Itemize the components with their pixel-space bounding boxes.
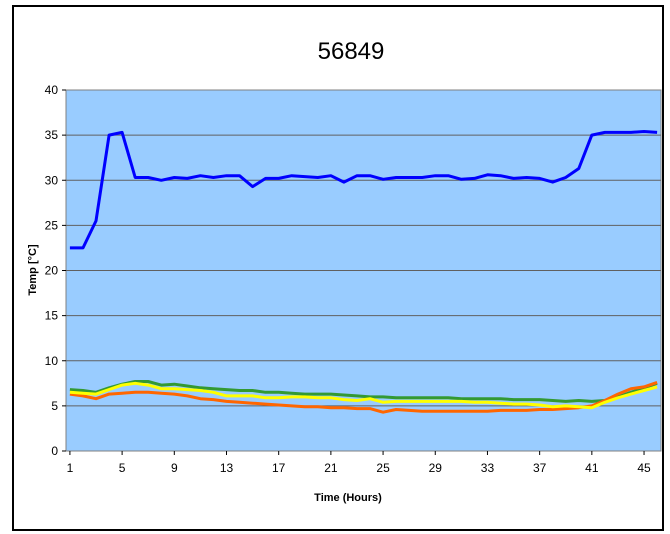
x-axis-ticks: 1 5 9 13 17 21 25 29 33 37 41 45 [67,451,651,475]
x-tick-label: 9 [171,461,178,475]
y-tick-label: 30 [45,173,59,187]
series-line-2 [69,380,658,403]
y-tick-label: 15 [45,309,59,323]
x-tick-label: 29 [429,461,443,475]
x-tick-label: 21 [324,461,338,475]
x-axis-title: Time (Hours) [314,492,382,504]
x-tick-label: 13 [220,461,234,475]
y-axis-title: Temp [°C] [27,244,39,296]
x-tick-label: 45 [637,461,651,475]
y-tick-label: 40 [45,83,59,97]
series-line-4 [69,381,658,410]
x-tick-label: 37 [533,461,547,475]
chart-title: 56849 [318,38,385,65]
x-tick-label: 17 [272,461,286,475]
x-tick-label: 33 [481,461,495,475]
y-tick-label: 35 [45,128,59,142]
x-tick-label: 1 [67,461,74,475]
series-line-3 [69,380,658,414]
x-tick-label: 25 [376,461,390,475]
x-tick-label: 41 [585,461,599,475]
y-tick-label: 10 [45,354,59,368]
y-tick-label: 0 [51,444,58,458]
series-line-1 [69,130,658,250]
y-axis-ticks: 0 5 10 15 20 25 30 35 40 [45,83,66,458]
x-tick-label: 5 [119,461,126,475]
y-tick-label: 20 [45,264,59,278]
series-lines [69,130,658,414]
y-tick-label: 25 [45,218,59,232]
y-tick-label: 5 [51,399,58,413]
